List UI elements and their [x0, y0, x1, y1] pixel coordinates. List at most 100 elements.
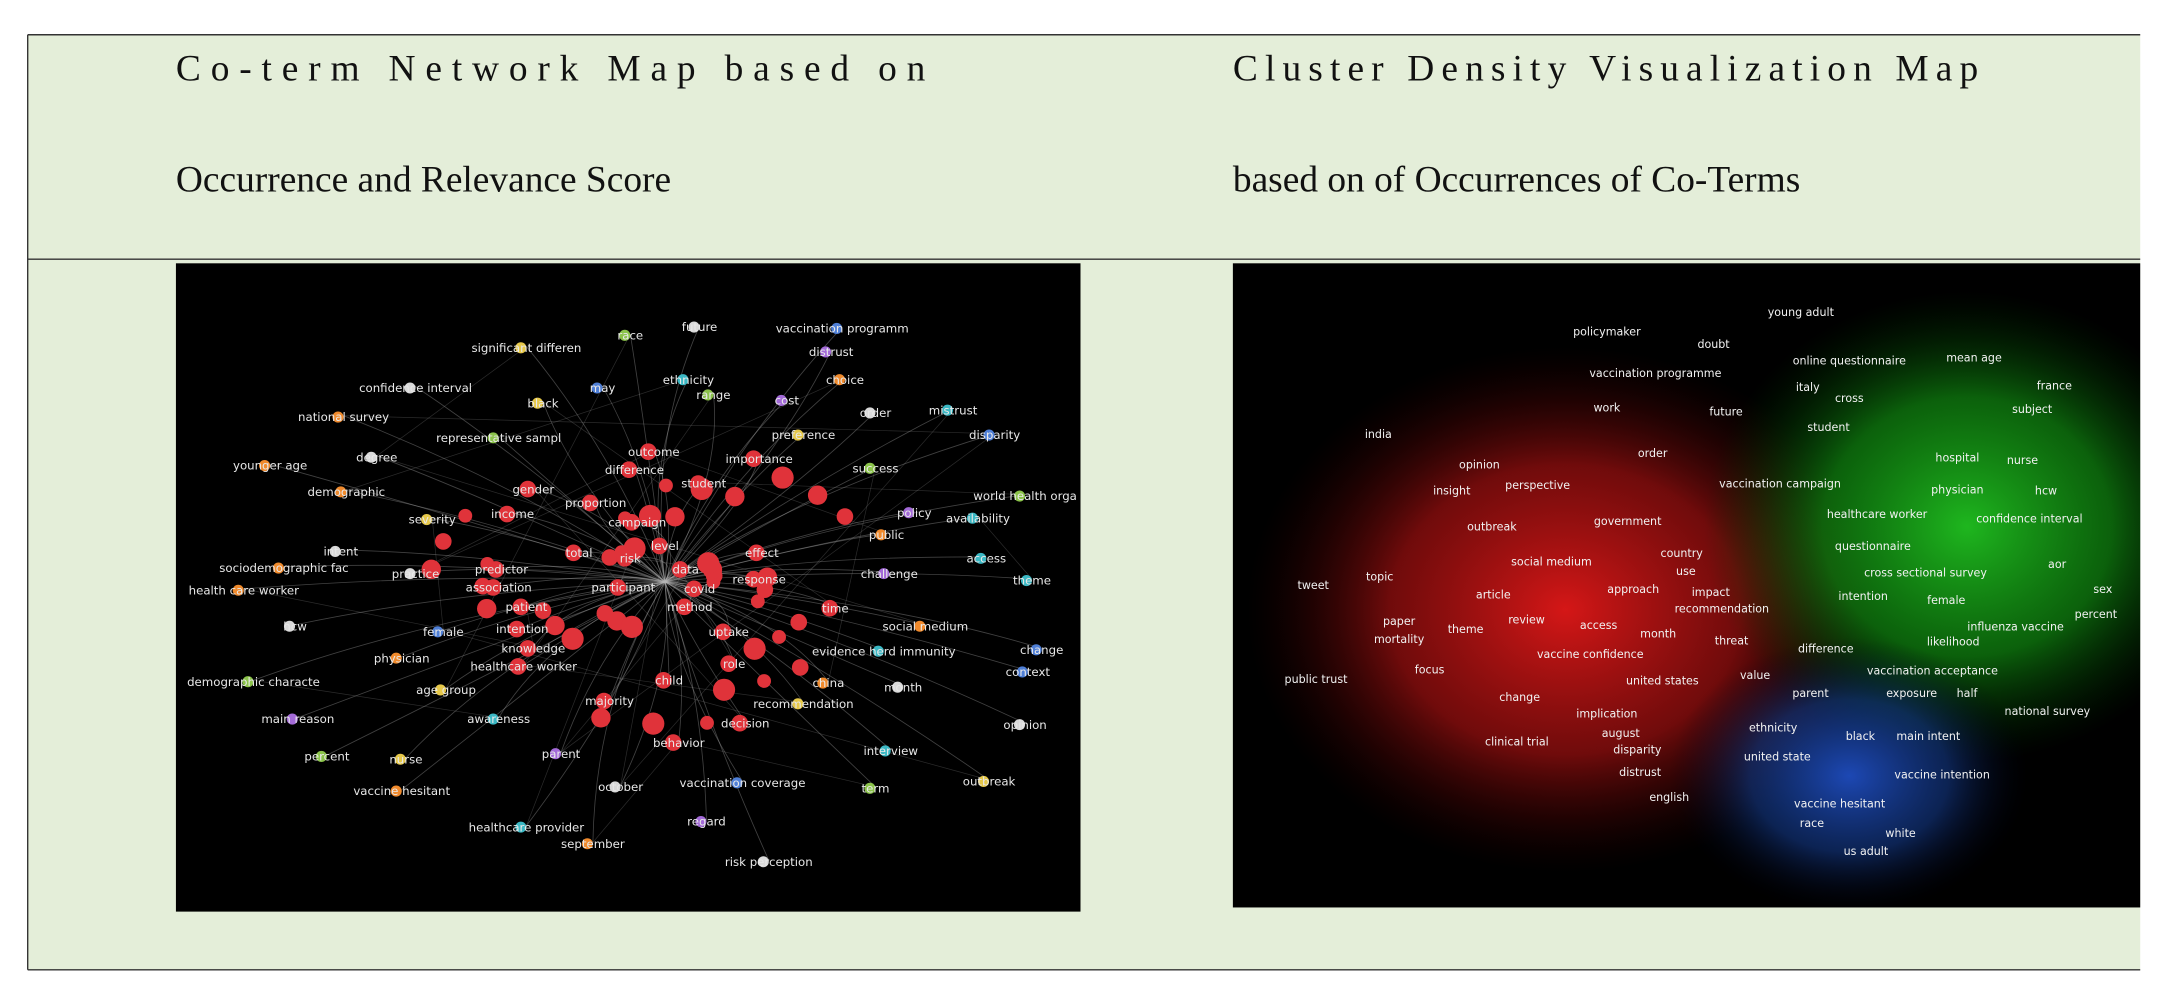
network-term: availability: [946, 511, 1010, 525]
network-node: [515, 821, 527, 833]
network-node: [1020, 574, 1033, 587]
network-node: [232, 584, 244, 596]
network-node: [903, 507, 915, 519]
network-edge: [703, 481, 1026, 495]
density-term: intention: [1838, 590, 1887, 603]
network-node: [365, 451, 377, 463]
network-node: [688, 321, 700, 333]
network-edge: [542, 401, 836, 608]
network-node: [242, 676, 254, 688]
network-term: social medium: [883, 619, 969, 633]
network-term: evidence herd immunity: [812, 644, 956, 658]
network-term: change: [1020, 643, 1063, 657]
density-term: public trust: [1285, 673, 1349, 686]
network-edge: [664, 466, 876, 583]
density-term: likelihood: [1927, 636, 1980, 649]
network-node: [651, 537, 668, 555]
network-edge: [664, 581, 735, 663]
network-edge: [620, 544, 666, 786]
density-term: country: [1661, 547, 1704, 560]
density-term: mortality: [1374, 633, 1425, 646]
network-edge: [664, 581, 770, 861]
network-edge: [592, 741, 680, 843]
network-node: [519, 480, 537, 498]
network-node: [731, 777, 743, 789]
header-text: Occurrence and Relevance Score: [176, 159, 671, 200]
network-node: [878, 568, 890, 580]
network-node: [676, 598, 693, 616]
network-term: female: [423, 625, 464, 639]
network-node: [689, 475, 707, 492]
network-node: [790, 613, 808, 631]
network-term: vaccine hesitant: [353, 784, 450, 798]
density-term: future: [1709, 406, 1743, 419]
network-term: role: [723, 657, 745, 671]
network-term: significant differen: [471, 341, 581, 355]
network-node: [335, 486, 347, 498]
network-node: [1014, 490, 1026, 502]
network-node: [720, 655, 737, 672]
network-node: [1016, 666, 1028, 678]
density-term: student: [1807, 421, 1850, 434]
network-term: participant: [591, 581, 655, 595]
network-node: [892, 681, 904, 693]
network-edge: [501, 565, 666, 583]
network-node: [807, 485, 828, 505]
network-node: [623, 514, 640, 531]
network-node: [477, 598, 497, 619]
network-edge: [828, 466, 876, 682]
density-term: influenza vaccine: [1967, 620, 2064, 633]
network-edge: [664, 581, 1028, 671]
network-edge: [602, 386, 666, 582]
network-term: ethnicity: [663, 373, 714, 387]
network-term: healthcare provider: [469, 820, 585, 834]
density-term: order: [1638, 447, 1668, 460]
network-node: [390, 652, 402, 664]
network-node: [259, 460, 271, 472]
network-term: importance: [726, 452, 793, 466]
network-term: race: [617, 329, 643, 343]
density-term: distrust: [1619, 766, 1662, 779]
network-edge: [664, 581, 990, 781]
network-term: knowledge: [501, 642, 565, 656]
network-term: percent: [304, 750, 349, 764]
network-edge: [253, 679, 499, 719]
header-text: Cluster Density Visualization Map: [1233, 48, 1978, 89]
network-term: effect: [745, 546, 779, 560]
network-node: [421, 559, 441, 580]
network-edge: [678, 740, 876, 788]
network-edge: [297, 581, 666, 719]
network-edge: [664, 581, 707, 821]
network-term: risk perception: [725, 855, 813, 869]
network-node: [977, 775, 990, 787]
network-term: choice: [826, 373, 864, 387]
network-node: [664, 734, 682, 751]
density-term: healthcare worker: [1827, 508, 1928, 521]
network-node: [434, 684, 447, 696]
network-term: intent: [323, 545, 358, 559]
density-term: focus: [1415, 663, 1445, 676]
network-node: [875, 529, 887, 541]
network-term: campaign: [608, 516, 666, 530]
network-term: cost: [775, 394, 800, 408]
network-node: [831, 322, 843, 334]
network-node: [642, 712, 665, 735]
network-edge: [664, 377, 846, 583]
network-node: [591, 382, 603, 394]
density-term: parent: [1792, 687, 1829, 700]
network-term: disparity: [969, 428, 1020, 442]
network-node: [329, 545, 341, 557]
network-term: hcw: [283, 619, 307, 633]
network-node: [697, 552, 720, 575]
network-edge: [664, 581, 891, 750]
network-edge: [415, 568, 665, 583]
density-term: vaccination campaign: [1719, 478, 1841, 491]
density-term: subject: [2012, 403, 2053, 416]
network-edge: [376, 455, 926, 626]
network-node: [792, 429, 804, 441]
density-term: questionnaire: [1835, 540, 1911, 553]
header-text: based on of Occurrences of Co-Terms: [1233, 159, 1800, 200]
network-term: access: [966, 552, 1006, 566]
network-edge: [522, 581, 665, 629]
density-term: value: [1740, 669, 1770, 682]
